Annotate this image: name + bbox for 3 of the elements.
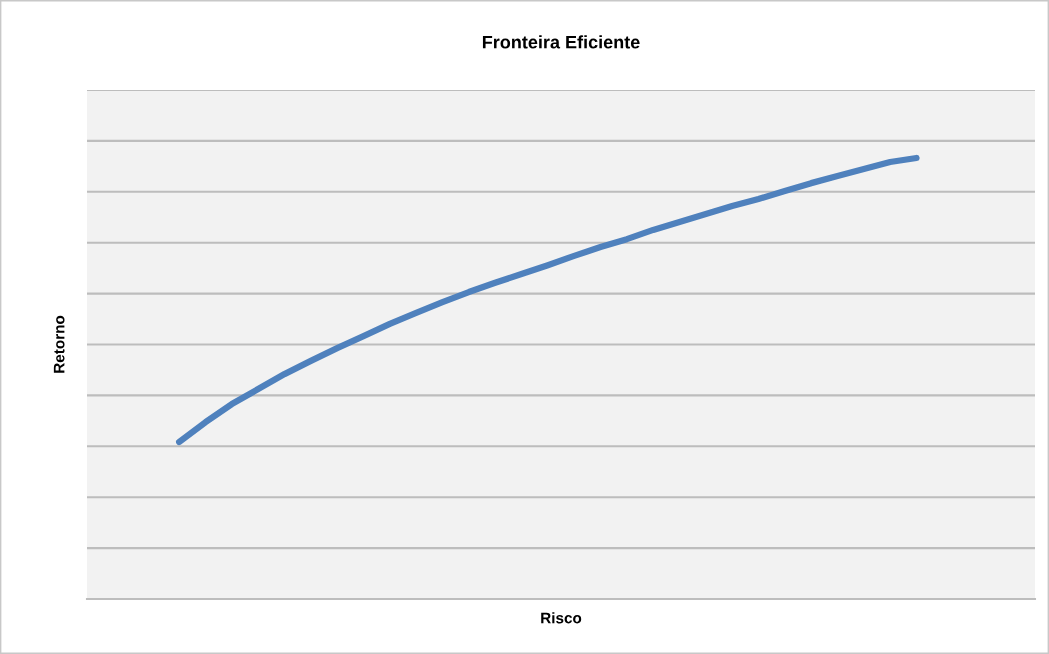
y-axis-title: Retorno <box>53 315 65 373</box>
x-axis-title: Risco <box>541 612 582 624</box>
chart-title: Fronteira Eficiente <box>482 35 640 49</box>
